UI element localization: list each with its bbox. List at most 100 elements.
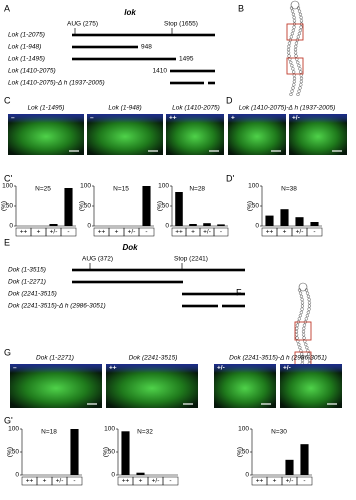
nucleotide [292,15,296,20]
construct-bar [170,81,204,85]
x-tick-label: +/- [286,478,294,485]
nucleotide [295,336,299,340]
bar [310,222,319,226]
x-tick-label: ++ [266,229,274,236]
annotation: N=30 [271,429,287,436]
highlight-box [286,57,304,75]
nuclear-layer [214,364,276,373]
nuclear-layer [228,114,286,123]
construct-label: Dok (1-2271) [8,279,46,286]
category-box [162,476,179,486]
y-tick-label: 0 [165,223,169,230]
y-tick-label: 0 [15,472,19,479]
panel-label: E [4,237,10,247]
x-tick-label: - [73,478,75,485]
x-tick-label: - [169,478,171,485]
y-tick-label: 100 [248,183,259,190]
panel-label: B [238,3,244,13]
aug-label: AUG (275) [67,21,98,28]
y-axis-label: (%) [1,201,8,211]
y-tick-label: 100 [238,426,249,433]
y-tick-label: 0 [9,223,13,230]
annotation: N=32 [137,429,153,436]
nuclear-layer [10,364,102,373]
nucleotide [297,9,302,13]
genotype-tag: ++ [169,115,177,122]
construct-bar [72,45,138,49]
nucleotide [298,313,303,318]
construct-label: Lok (1-948) [8,44,41,51]
construct-label: Dok (2241-3515) [8,291,57,298]
image-title: Lok (1-948) [108,105,141,112]
nucleotide [290,63,294,68]
x-tick-label: - [220,229,222,236]
nucleotide [287,54,291,58]
x-tick-label: - [67,229,69,236]
y-tick-label: 100 [158,183,169,190]
x-tick-label: ++ [26,478,34,485]
nucleotide [296,60,300,65]
y-tick-label: 50 [108,449,116,456]
nucleotide [299,19,304,23]
nucleotide [299,79,303,84]
bar [142,186,151,226]
y-axis-label: (%) [7,447,14,457]
bar [189,224,197,226]
x-tick-label: + [191,229,195,236]
nucleotide [294,41,299,45]
y-tick-label: 0 [87,223,91,230]
x-tick-label: + [273,478,277,485]
bar [136,472,145,475]
genotype-tag: – [90,115,94,122]
image-title: Dok (2241-3515) [129,355,178,362]
nucleotide [304,342,308,347]
nucleotide [297,31,302,36]
nucleotide [287,41,292,45]
nucleotide [301,333,306,337]
x-tick-label: + [115,229,119,236]
category-box [66,476,83,486]
gene-title: Dok [122,243,138,252]
nucleotide [290,9,295,13]
nucleotide [307,307,311,311]
nucleotide [299,83,303,87]
x-tick-label: + [37,229,41,236]
bar [285,459,294,475]
nucleotide [289,35,293,39]
bar [265,215,274,226]
panel-label: C [4,95,11,105]
y-axis-label: (%) [79,201,86,211]
nucleotide [291,12,296,17]
nucleotide [305,291,310,295]
y-tick-label: 100 [80,183,91,190]
nucleotide [291,86,295,90]
nucleotide [300,358,305,363]
construct-label: Lok (1-2075) [8,32,45,39]
bar [64,188,73,226]
nucleotide [289,92,293,97]
x-tick-label: +/- [128,229,136,236]
genotype-tag: – [11,115,15,122]
nucleotide [301,329,306,334]
nucleotide [306,294,311,299]
nucleotide [291,28,295,33]
panel-label: A [4,3,10,13]
construct-bar [170,69,215,73]
panel-label: D [226,95,233,105]
x-tick-label: + [43,478,47,485]
nucleotide [299,25,303,29]
highlight-box [294,321,312,341]
nucleotide [304,317,308,321]
nucleotide [286,51,291,55]
nucleotide [300,352,304,356]
construct-label: Dok (1-3515) [8,267,46,274]
image-title: Dok (1-2271) [36,355,74,362]
nucleotide [300,355,304,359]
y-tick-label: 50 [162,203,170,210]
nuclear-layer [87,114,163,123]
bar [49,224,58,226]
nucleotide [307,301,312,305]
nucleotide [299,294,304,299]
y-axis-label: (%) [103,447,110,457]
